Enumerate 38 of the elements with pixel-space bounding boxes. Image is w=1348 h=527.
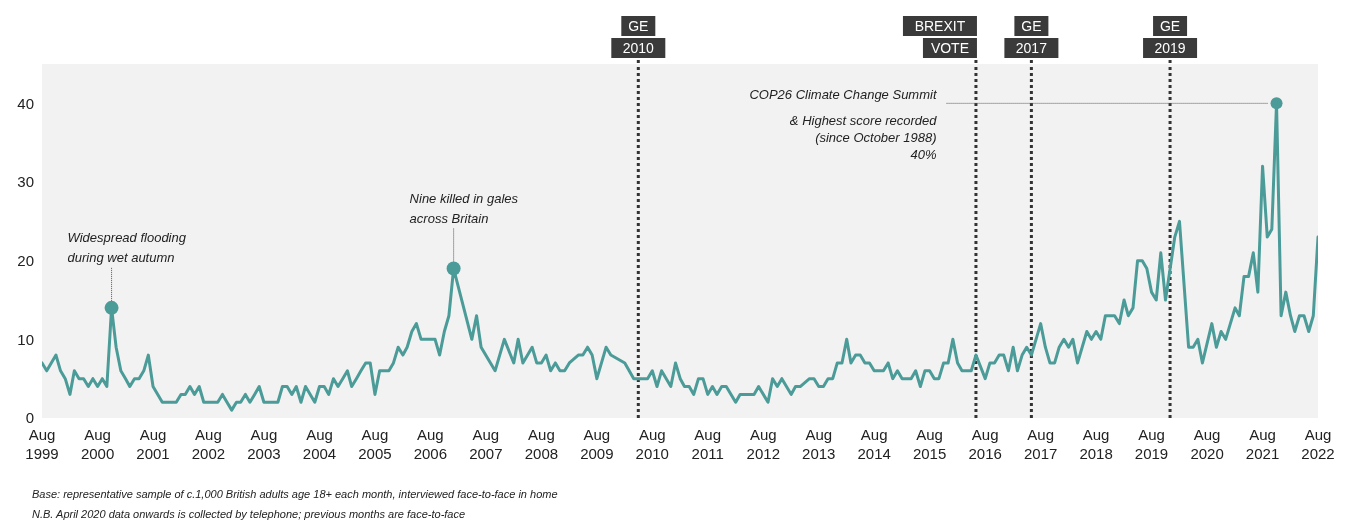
y-tick-label: 40 <box>17 94 34 112</box>
x-tick-label: Aug 2007 <box>469 426 503 462</box>
y-tick-label: 30 <box>17 173 34 191</box>
x-tick-label: Aug 2018 <box>1079 426 1113 462</box>
text: Base: representative sample of c.1,000 British adults age 18+ each month, interviewed face-to-face in home <box>32 488 558 500</box>
annotation: Widespread flooding during wet autumn <box>67 229 187 265</box>
x-tick-label: Aug 2000 <box>80 426 115 462</box>
x-tick-label: Aug 1999 <box>25 426 59 462</box>
x-tick-label: Aug 2013 <box>802 426 836 462</box>
annotation: COP26 Climate Change Summit & Highest score recorded (since October 1988) 40% <box>749 87 938 163</box>
x-tick-label: Aug 2020 <box>1190 426 1224 462</box>
x-tick-label: Aug 2008 <box>524 426 559 462</box>
x-tick-label: Aug 2005 <box>358 426 392 462</box>
y-tick-label: 10 <box>17 330 34 348</box>
ref-line-label: GE 2017 <box>1015 18 1048 56</box>
x-tick-label: Aug 2003 <box>247 426 281 462</box>
ref-line-label: BREXIT VOTE <box>914 18 970 56</box>
ref-line-label: GE 2019 <box>1154 18 1186 56</box>
y-tick-label: 20 <box>17 251 34 269</box>
x-tick-label: Aug 2001 <box>136 426 170 462</box>
x-tick-label: Aug 2017 <box>1023 426 1058 462</box>
x-tick-label: Aug 2006 <box>413 426 448 462</box>
x-tick-label: Aug 2014 <box>857 426 891 462</box>
x-tick-label: Aug 2011 <box>691 426 724 462</box>
x-tick-label: Aug 2009 <box>580 426 614 462</box>
ref-line-label: GE 2010 <box>622 18 655 56</box>
x-tick-label: Aug 2016 <box>968 426 1002 462</box>
text: N.B. April 2020 data onwards is collected by telephone; previous months are face-to-face <box>32 508 466 520</box>
x-tick-label: Aug 2022 <box>1301 426 1335 462</box>
x-tick-label: Aug 2010 <box>635 426 669 462</box>
x-tick-label: Aug 2021 <box>1245 426 1280 462</box>
x-tick-label: Aug 2012 <box>746 426 780 462</box>
y-tick-label: 0 <box>25 409 34 427</box>
x-tick-label: Aug 2019 <box>1134 426 1169 462</box>
annotation: Nine killed in gales across Britain <box>409 190 519 226</box>
x-tick-label: Aug 2015 <box>912 426 947 462</box>
x-tick-label: Aug 2002 <box>191 426 226 462</box>
x-tick-label: Aug 2004 <box>302 426 337 462</box>
